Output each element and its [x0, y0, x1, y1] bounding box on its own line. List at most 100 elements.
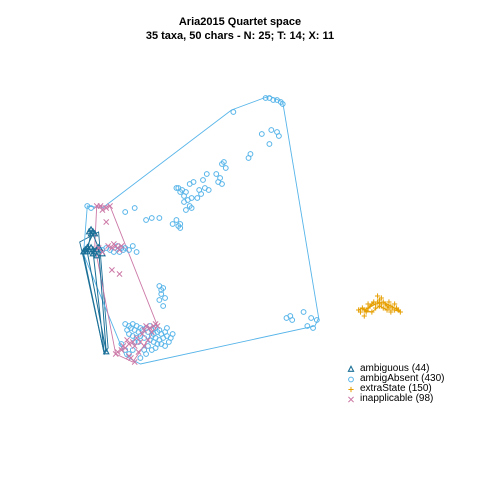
point-ambigabsent	[181, 193, 187, 199]
legend-marker-ambiguous	[347, 365, 355, 372]
point-inapplicable	[139, 331, 146, 337]
point-inapplicable	[141, 343, 148, 349]
point-inapplicable	[124, 337, 131, 343]
point-inapplicable	[112, 351, 119, 357]
point-ambigabsent	[245, 155, 252, 161]
point-ambigabsent	[258, 131, 265, 137]
point-inapplicable	[103, 219, 110, 225]
point-extrastate	[361, 313, 367, 319]
point-ambigabsent	[266, 141, 273, 147]
point-ambigabsent	[262, 95, 269, 101]
point-ambigabsent	[169, 331, 176, 337]
point-ambigabsent	[222, 165, 229, 171]
legend-symbol-circle	[346, 374, 356, 384]
point-ambigabsent	[300, 309, 307, 315]
point-ambigabsent	[186, 181, 193, 187]
legend-label: inapplicable (98)	[360, 393, 434, 404]
point-ambigabsent	[289, 317, 296, 323]
point-ambigabsent	[205, 187, 212, 193]
legend-marker-ambigabsent	[348, 376, 354, 383]
point-ambigabsent	[200, 177, 206, 183]
point-ambigabsent	[133, 249, 140, 255]
legend-label: extraState (150)	[360, 383, 432, 394]
point-ambigabsent	[188, 205, 195, 211]
point-inapplicable	[135, 349, 142, 355]
path-ambiguous	[82, 231, 107, 355]
point-inapplicable	[146, 325, 153, 331]
point-inapplicable	[131, 343, 138, 349]
point-ambigabsent	[150, 339, 157, 345]
point-ambigabsent	[148, 215, 155, 221]
point-ambigabsent	[88, 205, 94, 211]
point-inapplicable	[154, 323, 161, 329]
point-inapplicable	[108, 267, 115, 273]
point-inapplicable	[105, 243, 112, 249]
point-extrastate	[384, 307, 390, 313]
point-ambiguous	[102, 347, 110, 355]
point-ambigabsent	[274, 97, 280, 103]
point-inapplicable	[97, 203, 104, 209]
point-inapplicable	[141, 327, 148, 333]
point-ambigabsent	[310, 325, 316, 331]
point-ambigabsent	[279, 101, 286, 107]
point-ambigabsent	[181, 199, 187, 205]
point-ambigabsent	[129, 243, 136, 249]
chart-legend: ambiguous (44) ambigAbsent (430) extraStat…	[346, 364, 445, 404]
point-extrastate	[373, 305, 379, 311]
point-ambigabsent	[126, 247, 132, 253]
point-extrastate	[397, 309, 403, 315]
point-extrastate	[357, 309, 364, 315]
point-inapplicable	[145, 337, 151, 343]
point-ambigabsent	[270, 97, 277, 103]
legend-label: ambiguous (44)	[360, 363, 430, 374]
point-ambigabsent	[196, 187, 203, 193]
point-extrastate	[369, 309, 375, 315]
point-ambigabsent	[275, 133, 282, 139]
point-extrastate	[365, 301, 371, 307]
point-extrastate	[363, 309, 369, 315]
point-ambigabsent	[313, 317, 320, 323]
point-ambigabsent	[213, 171, 220, 177]
point-ambigabsent	[194, 195, 201, 201]
point-ambigabsent	[173, 217, 180, 223]
point-ambigabsent	[156, 297, 163, 303]
point-ambigabsent	[177, 189, 184, 195]
point-ambigabsent	[162, 343, 168, 349]
point-extrastate	[392, 301, 398, 307]
point-ambigabsent	[145, 343, 151, 349]
point-extrastate	[378, 295, 384, 301]
point-extrastate	[380, 305, 386, 311]
point-ambigabsent	[143, 217, 149, 223]
point-ambigabsent	[131, 205, 138, 211]
point-ambigabsent	[118, 341, 125, 347]
point-ambigabsent	[158, 291, 165, 297]
point-ambigabsent	[188, 195, 195, 201]
point-ambigabsent	[169, 221, 176, 227]
point-inapplicable	[118, 243, 125, 249]
point-extrastate	[386, 299, 392, 305]
point-ambigabsent	[160, 303, 167, 309]
point-inapplicable	[103, 205, 110, 211]
point-inapplicable	[114, 245, 121, 251]
point-ambigabsent	[183, 207, 189, 213]
point-ambigabsent	[162, 295, 168, 301]
hull-ambigabsent	[83, 95, 320, 365]
point-ambiguous	[83, 243, 91, 251]
point-inapplicable	[122, 345, 129, 351]
point-ambigabsent	[122, 209, 129, 215]
legend-marker-inapplicable	[348, 396, 354, 403]
point-inapplicable	[131, 359, 138, 365]
chart-title: Aria2015 Quartet space	[178, 16, 302, 28]
legend-marker-extrastate	[348, 386, 354, 393]
legend-symbol-triangle	[346, 364, 356, 374]
chart-subtitle: 35 taxa, 50 chars - N: 25; T: 14; X: 11	[145, 30, 335, 42]
point-extrastate	[388, 309, 394, 315]
point-inapplicable	[107, 203, 113, 209]
point-ambigabsent	[308, 315, 315, 321]
point-extrastate	[376, 303, 383, 309]
legend-symbol-cross	[346, 394, 356, 404]
point-ambiguous	[89, 249, 97, 257]
point-ambigabsent	[268, 127, 275, 133]
point-inapplicable	[118, 347, 125, 353]
